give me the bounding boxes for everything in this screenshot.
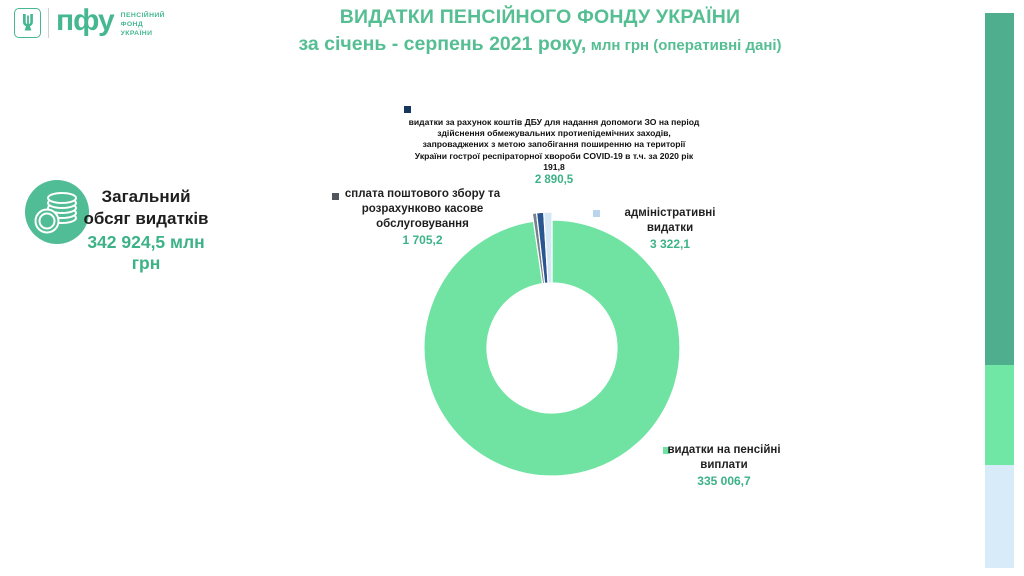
trident-glyph bbox=[22, 13, 33, 30]
callout-covid-value: 2 890,5 bbox=[534, 173, 574, 186]
callout-pension: видатки на пенсійні виплати 335 006,7 bbox=[664, 443, 784, 488]
donut-slice bbox=[543, 211, 553, 284]
donut-slice bbox=[423, 219, 681, 477]
title-line-2: за січень - серпень 2021 року, млн грн (… bbox=[250, 33, 830, 56]
callout-admin-value: 3 322,1 bbox=[649, 237, 691, 252]
logo-org-name: ПЕНСІЙНИЙ ФОНД УКРАЇНИ bbox=[120, 12, 165, 38]
callout-postal-text: сплата поштового збору та розрахунково к… bbox=[344, 188, 501, 231]
total-expenditure-label: Загальний обсяг видатків bbox=[83, 187, 209, 229]
side-bar-segment-light-green bbox=[985, 365, 1014, 465]
donut-chart bbox=[423, 211, 681, 477]
coins-icon bbox=[25, 180, 89, 244]
side-bar-segment-dark-green bbox=[985, 13, 1014, 365]
logo-abbr: пфу bbox=[56, 4, 115, 37]
callout-covid: видатки за рахунок коштів ДБУ для наданн… bbox=[403, 117, 705, 186]
pfu-logo: пфу ПЕНСІЙНИЙ ФОНД УКРАЇНИ bbox=[14, 6, 165, 39]
callout-admin-text: адміністративні видатки bbox=[624, 207, 716, 235]
title-period: за січень - серпень 2021 року, bbox=[298, 33, 587, 55]
callout-postal: сплата поштового збору та розрахунково к… bbox=[344, 187, 501, 247]
logo-divider bbox=[48, 8, 49, 38]
callout-covid-text: видатки за рахунок коштів ДБУ для наданн… bbox=[408, 117, 700, 172]
callout-admin: адміністративні видатки 3 322,1 bbox=[604, 206, 736, 251]
callout-pension-text: видатки на пенсійні виплати bbox=[667, 444, 781, 472]
title-units-note: млн грн (оперативні дані) bbox=[590, 37, 782, 54]
legend-marker-covid bbox=[404, 106, 411, 113]
legend-marker-postal bbox=[332, 193, 339, 200]
trident-icon bbox=[14, 8, 41, 38]
title-line-1: ВИДАТКИ ПЕНСІЙНОГО ФОНДУ УКРАЇНИ bbox=[339, 6, 741, 28]
total-expenditure-block: Загальний обсяг видатків 342 924,5 млн г… bbox=[80, 186, 212, 274]
page-title: ВИДАТКИ ПЕНСІЙНОГО ФОНДУ УКРАЇНИ за січе… bbox=[250, 6, 830, 56]
callout-pension-value: 335 006,7 bbox=[697, 474, 751, 489]
total-expenditure-value: 342 924,5 млн грн bbox=[87, 232, 205, 274]
callout-postal-value: 1 705,2 bbox=[402, 232, 443, 247]
side-bar-segment-light-blue bbox=[985, 465, 1014, 568]
legend-marker-pension bbox=[663, 447, 670, 454]
legend-marker-admin bbox=[593, 210, 600, 217]
